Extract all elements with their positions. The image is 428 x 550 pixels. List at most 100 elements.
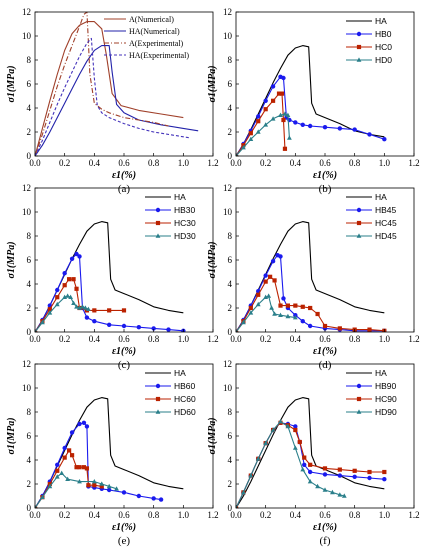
legend: HA HB0 HC0 HD0 <box>346 16 392 65</box>
data-point <box>55 295 60 300</box>
data-point <box>62 294 68 299</box>
y-tick-label: 10 <box>22 31 32 41</box>
x-tick-label: 0.6 <box>118 510 130 520</box>
series-line-hd30 <box>35 295 89 332</box>
legend-marker <box>155 409 161 414</box>
x-tick-label: 0.4 <box>290 334 302 344</box>
data-point <box>292 315 298 320</box>
data-point <box>91 479 97 484</box>
x-tick-label: 1.2 <box>207 334 218 344</box>
x-tick-label: 0.2 <box>260 334 271 344</box>
y-tick-label: 0 <box>228 151 233 161</box>
data-point <box>367 475 372 481</box>
y-tick-label: 10 <box>223 31 233 41</box>
data-point <box>55 462 60 467</box>
x-tick-label: 0.0 <box>29 334 41 344</box>
series-group <box>236 221 387 332</box>
x-tick-label: 0.0 <box>29 158 41 168</box>
legend-label: HC0 <box>375 42 392 52</box>
data-point <box>285 112 291 117</box>
legend-marker <box>155 396 161 402</box>
y-tick-label: 0 <box>27 503 32 513</box>
y-tick-label: 6 <box>27 255 32 265</box>
y-tick-label: 8 <box>228 407 233 417</box>
data-point <box>81 465 87 470</box>
series-line-hb30 <box>35 253 184 332</box>
data-point <box>263 122 269 127</box>
x-tick-label: 1.0 <box>379 158 391 168</box>
y-tick-label: 2 <box>27 127 32 137</box>
legend: HA HB90 HC90 HD90 <box>346 368 397 417</box>
data-point <box>92 319 97 324</box>
data-point <box>282 111 288 116</box>
legend-marker <box>155 220 161 226</box>
data-point <box>121 490 127 495</box>
x-axis-label: ε1(%) <box>313 346 337 357</box>
x-tick-label: 1.2 <box>207 158 218 168</box>
x-tick-label: 0.8 <box>349 510 361 520</box>
y-tick-label: 4 <box>27 103 32 113</box>
data-point <box>106 487 112 493</box>
y-tick-label: 8 <box>27 407 32 417</box>
x-tick-label: 0.4 <box>89 510 101 520</box>
series-line-hd60 <box>35 472 117 508</box>
legend-label: HB45 <box>375 205 397 215</box>
data-point <box>62 283 67 288</box>
series-line-hc45 <box>236 276 385 332</box>
data-point <box>352 468 357 473</box>
x-tick-label: 0.8 <box>148 510 160 520</box>
data-point <box>248 310 254 315</box>
series-line-ha <box>35 221 184 332</box>
legend-label: HD30 <box>174 231 196 241</box>
chart-panel-b: 0.0 0.2 0.4 0.6 0.8 1.0 1.2 0 2 4 6 8 10 12 ε1(%) σ1(MP… <box>207 7 420 195</box>
data-point <box>86 306 91 311</box>
y-tick-label: 0 <box>228 327 233 337</box>
y-tick-label: 0 <box>27 151 32 161</box>
legend-marker <box>356 383 362 389</box>
x-tick-label: 1.0 <box>178 158 190 168</box>
y-tick-label: 12 <box>223 183 232 193</box>
data-point <box>268 274 273 279</box>
x-tick-label: 0.0 <box>230 158 242 168</box>
y-tick-label: 0 <box>27 327 32 337</box>
legend-label: HC45 <box>375 218 397 228</box>
legend-marker <box>356 207 362 213</box>
y-tick-label: 8 <box>27 55 32 65</box>
data-point <box>69 453 75 458</box>
data-point <box>248 131 253 136</box>
legend: HA HB45 HC45 HD45 <box>346 192 397 241</box>
data-point <box>74 251 79 257</box>
data-point <box>106 483 112 489</box>
data-point <box>136 325 142 330</box>
x-tick-label: 0.4 <box>89 334 101 344</box>
data-point <box>322 487 328 492</box>
data-point <box>121 323 127 329</box>
series-line-a-experimental- <box>35 12 169 156</box>
y-tick-label: 2 <box>27 479 32 489</box>
data-point <box>308 305 313 311</box>
y-tick-label: 6 <box>228 431 233 441</box>
data-point <box>272 311 277 316</box>
x-axis-label: ε1(%) <box>313 170 337 181</box>
legend: HA HB30 HC30 HD30 <box>145 192 196 241</box>
x-tick-label: 1.2 <box>408 334 419 344</box>
series-line-ha <box>236 45 385 156</box>
x-tick-label: 0.8 <box>349 334 361 344</box>
data-point <box>255 301 261 307</box>
legend-label: HD0 <box>375 55 392 65</box>
x-tick-label: 1.2 <box>408 158 419 168</box>
x-tick-label: 0.2 <box>59 158 70 168</box>
x-tick-label: 0.8 <box>349 158 361 168</box>
data-point <box>55 468 60 473</box>
chart-panel-d: 0.0 0.2 0.4 0.6 0.8 1.0 1.2 0 2 4 6 8 10 12 ε1(%) σ1(MP… <box>207 183 420 371</box>
data-point <box>47 310 53 315</box>
data-point <box>62 445 67 451</box>
data-point <box>285 423 291 429</box>
y-tick-label: 12 <box>223 7 232 17</box>
data-point <box>293 427 298 433</box>
x-tick-label: 0.2 <box>260 158 271 168</box>
data-point <box>367 132 372 137</box>
data-point <box>74 304 79 309</box>
chart-panel-f: 0.0 0.2 0.4 0.6 0.8 1.0 1.2 0 2 4 6 8 10 12 ε1(%) σ1(MP… <box>207 359 420 547</box>
series-line-ha <box>236 221 385 332</box>
